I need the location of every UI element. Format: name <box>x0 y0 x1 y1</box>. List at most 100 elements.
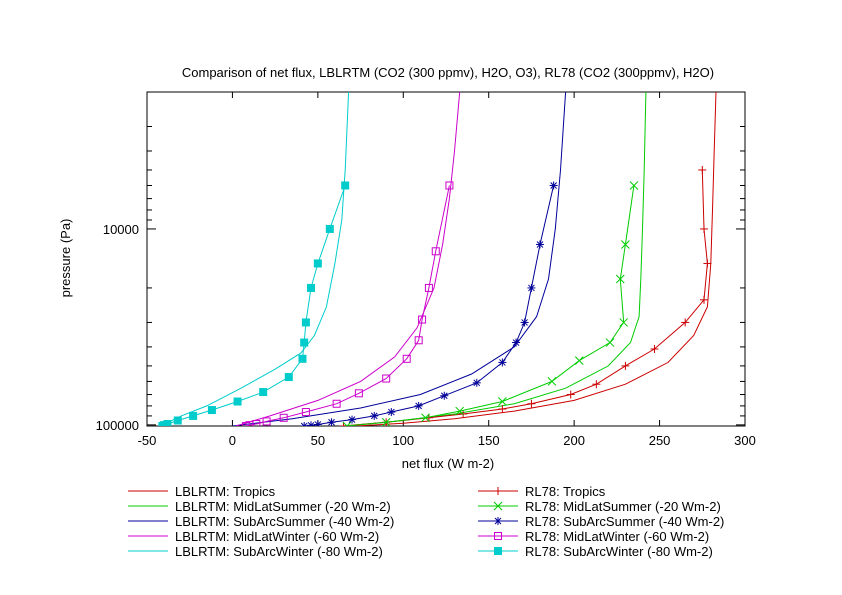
series-line-rl78-midlatwinter-60-wm-2 <box>245 185 450 426</box>
marker-stroke <box>499 359 506 366</box>
series-line-lblrtm-tropics <box>355 92 717 426</box>
marker-stroke <box>536 241 544 248</box>
marker-stroke <box>473 379 481 387</box>
marker-stroke <box>370 412 378 420</box>
legend-label: LBLRTM: MidLatSummer (-20 Wm-2) <box>175 499 391 514</box>
data-point-rl78-subarcwinter-80-wm-2 <box>173 416 182 425</box>
marker-stroke <box>381 417 391 426</box>
chart-title: Comparison of net flux, LBLRTM (CO2 (300… <box>182 65 714 80</box>
legend-label: LBLRTM: SubArcWinter (-80 Wm-2) <box>175 544 383 559</box>
data-point-rl78-midlatwinter-60-wm-2 <box>431 247 440 256</box>
legend-marker <box>494 487 502 495</box>
data-point-rl78-tropics <box>698 165 707 174</box>
data-point-rl78-tropics <box>527 399 536 408</box>
legend-label: RL78: MidLatSummer (-20 Wm-2) <box>525 499 721 514</box>
legend-label: RL78: SubArcWinter (-80 Wm-2) <box>525 544 713 559</box>
data-point-rl78-tropics <box>621 361 630 370</box>
marker-stroke <box>440 392 448 400</box>
data-point-rl78-subarcsummer-40-wm-2 <box>549 181 558 190</box>
data-point-rl78-midlatwinter-60-wm-2 <box>354 389 363 398</box>
data-point-rl78-midlatsummer-20-wm-2 <box>615 274 625 284</box>
data-point-rl78-subarcsummer-40-wm-2 <box>520 318 529 327</box>
marker-stroke <box>421 413 430 423</box>
data-point-rl78-subarcsummer-40-wm-2 <box>440 391 449 400</box>
legend-item-rl78-subarcwinter-80-wm-2: RL78: SubArcWinter (-80 Wm-2) <box>478 544 713 559</box>
legend-label: LBLRTM: MidLatWinter (-60 Wm-2) <box>175 529 379 544</box>
data-point-rl78-midlatsummer-20-wm-2 <box>498 397 507 406</box>
x-tick-label: 0 <box>229 433 236 448</box>
data-point-rl78-midlatsummer-20-wm-2 <box>629 181 639 190</box>
data-point-rl78-subarcsummer-40-wm-2 <box>370 411 379 420</box>
data-point-rl78-tropics <box>498 405 507 414</box>
data-point-rl78-midlatsummer-20-wm-2 <box>574 356 584 365</box>
marker-stroke <box>455 406 465 416</box>
data-point-rl78-subarcwinter-80-wm-2 <box>284 373 293 382</box>
marker-stroke <box>303 422 308 426</box>
y-tick-label: 100000 <box>96 418 139 433</box>
marker-stroke <box>315 421 322 426</box>
data-point-rl78-midlatwinter-60-wm-2 <box>332 399 341 408</box>
data-point-rl78-midlatsummer-20-wm-2 <box>421 413 430 423</box>
marker-stroke <box>574 356 584 365</box>
marker-stroke <box>346 421 352 426</box>
legend-item-lblrtm-midlatsummer-20-wm-2: LBLRTM: MidLatSummer (-20 Wm-2) <box>128 499 391 514</box>
data-point-rl78-subarcsummer-40-wm-2 <box>307 421 316 426</box>
data-point-rl78-subarcwinter-80-wm-2 <box>233 397 242 406</box>
data-point-rl78-tropics <box>699 295 708 304</box>
data-point-rl78-midlatwinter-60-wm-2 <box>402 354 411 363</box>
data-point-rl78-subarcsummer-40-wm-2 <box>472 378 481 387</box>
legend-item-lblrtm-midlatwinter-60-wm-2: LBLRTM: MidLatWinter (-60 Wm-2) <box>128 529 379 544</box>
legend-marker <box>493 501 503 511</box>
marker-stroke <box>512 339 520 346</box>
data-point-rl78-midlatwinter-60-wm-2 <box>418 315 427 324</box>
plot-area: -50 0 50 100 150 200 250 300 10000 100000 <box>96 91 756 448</box>
y-tick-label: 10000 <box>103 222 139 237</box>
data-point-rl78-subarcsummer-40-wm-2 <box>512 338 521 347</box>
series-line-rl78-subarcwinter-80-wm-2 <box>162 185 346 426</box>
legend-marker <box>494 547 502 555</box>
marker-stroke <box>621 240 630 249</box>
x-axis-label: net flux (W m-2) <box>402 456 494 471</box>
series-line-rl78-subarcsummer-40-wm-2 <box>304 185 555 426</box>
data-point-rl78-midlatwinter-60-wm-2 <box>279 413 288 422</box>
x-tick-label: 50 <box>311 433 325 448</box>
data-point-rl78-midlatwinter-60-wm-2 <box>252 420 261 426</box>
data-point-rl78-subarcsummer-40-wm-2 <box>313 420 322 426</box>
data-point-rl78-midlatsummer-20-wm-2 <box>619 318 629 327</box>
series-line-lblrtm-subarcsummer-40-wm-2 <box>232 92 567 426</box>
legend-item-rl78-tropics: RL78: Tropics <box>478 484 606 499</box>
data-point-rl78-subarcwinter-80-wm-2 <box>298 354 307 363</box>
data-point-rl78-subarcwinter-80-wm-2 <box>341 181 350 190</box>
data-point-rl78-subarcwinter-80-wm-2 <box>163 420 172 426</box>
marker-stroke <box>309 421 315 426</box>
marker-stroke <box>328 418 335 426</box>
marker-stroke <box>493 501 503 511</box>
marker-stroke <box>547 377 557 386</box>
x-tick-label: 100 <box>392 433 414 448</box>
plot-frame <box>146 91 746 427</box>
data-point-rl78-midlatwinter-60-wm-2 <box>262 417 271 426</box>
data-point-rl78-midlatsummer-20-wm-2 <box>621 240 630 249</box>
data-point-rl78-midlatsummer-20-wm-2 <box>342 421 352 426</box>
data-point-rl78-subarcsummer-40-wm-2 <box>327 418 336 426</box>
marker-stroke <box>605 338 615 347</box>
data-point-rl78-subarcsummer-40-wm-2 <box>527 283 536 292</box>
data-point-rl78-subarcsummer-40-wm-2 <box>498 358 507 367</box>
marker-stroke <box>528 284 535 292</box>
marker-stroke <box>494 517 502 525</box>
data-point-rl78-tropics <box>703 259 712 268</box>
legend-item-rl78-subarcsummer-40-wm-2: RL78: SubArcSummer (-40 Wm-2) <box>478 514 724 529</box>
series-layer <box>158 92 717 426</box>
series-line-lblrtm-midlatsummer-20-wm-2 <box>343 92 647 426</box>
data-point-rl78-subarcsummer-40-wm-2 <box>387 408 396 417</box>
data-point-rl78-midlatsummer-20-wm-2 <box>605 338 615 347</box>
data-point-rl78-subarcsummer-40-wm-2 <box>300 422 309 426</box>
data-point-rl78-subarcwinter-80-wm-2 <box>301 318 310 327</box>
marker-stroke <box>550 182 557 189</box>
data-point-rl78-subarcsummer-40-wm-2 <box>535 240 544 249</box>
legend-item-lblrtm-subarcsummer-40-wm-2: LBLRTM: SubArcSummer (-40 Wm-2) <box>128 514 394 529</box>
data-point-rl78-subarcwinter-80-wm-2 <box>300 338 309 347</box>
y-axis-label: pressure (Pa) <box>58 219 73 298</box>
data-point-rl78-midlatwinter-60-wm-2 <box>382 374 391 383</box>
